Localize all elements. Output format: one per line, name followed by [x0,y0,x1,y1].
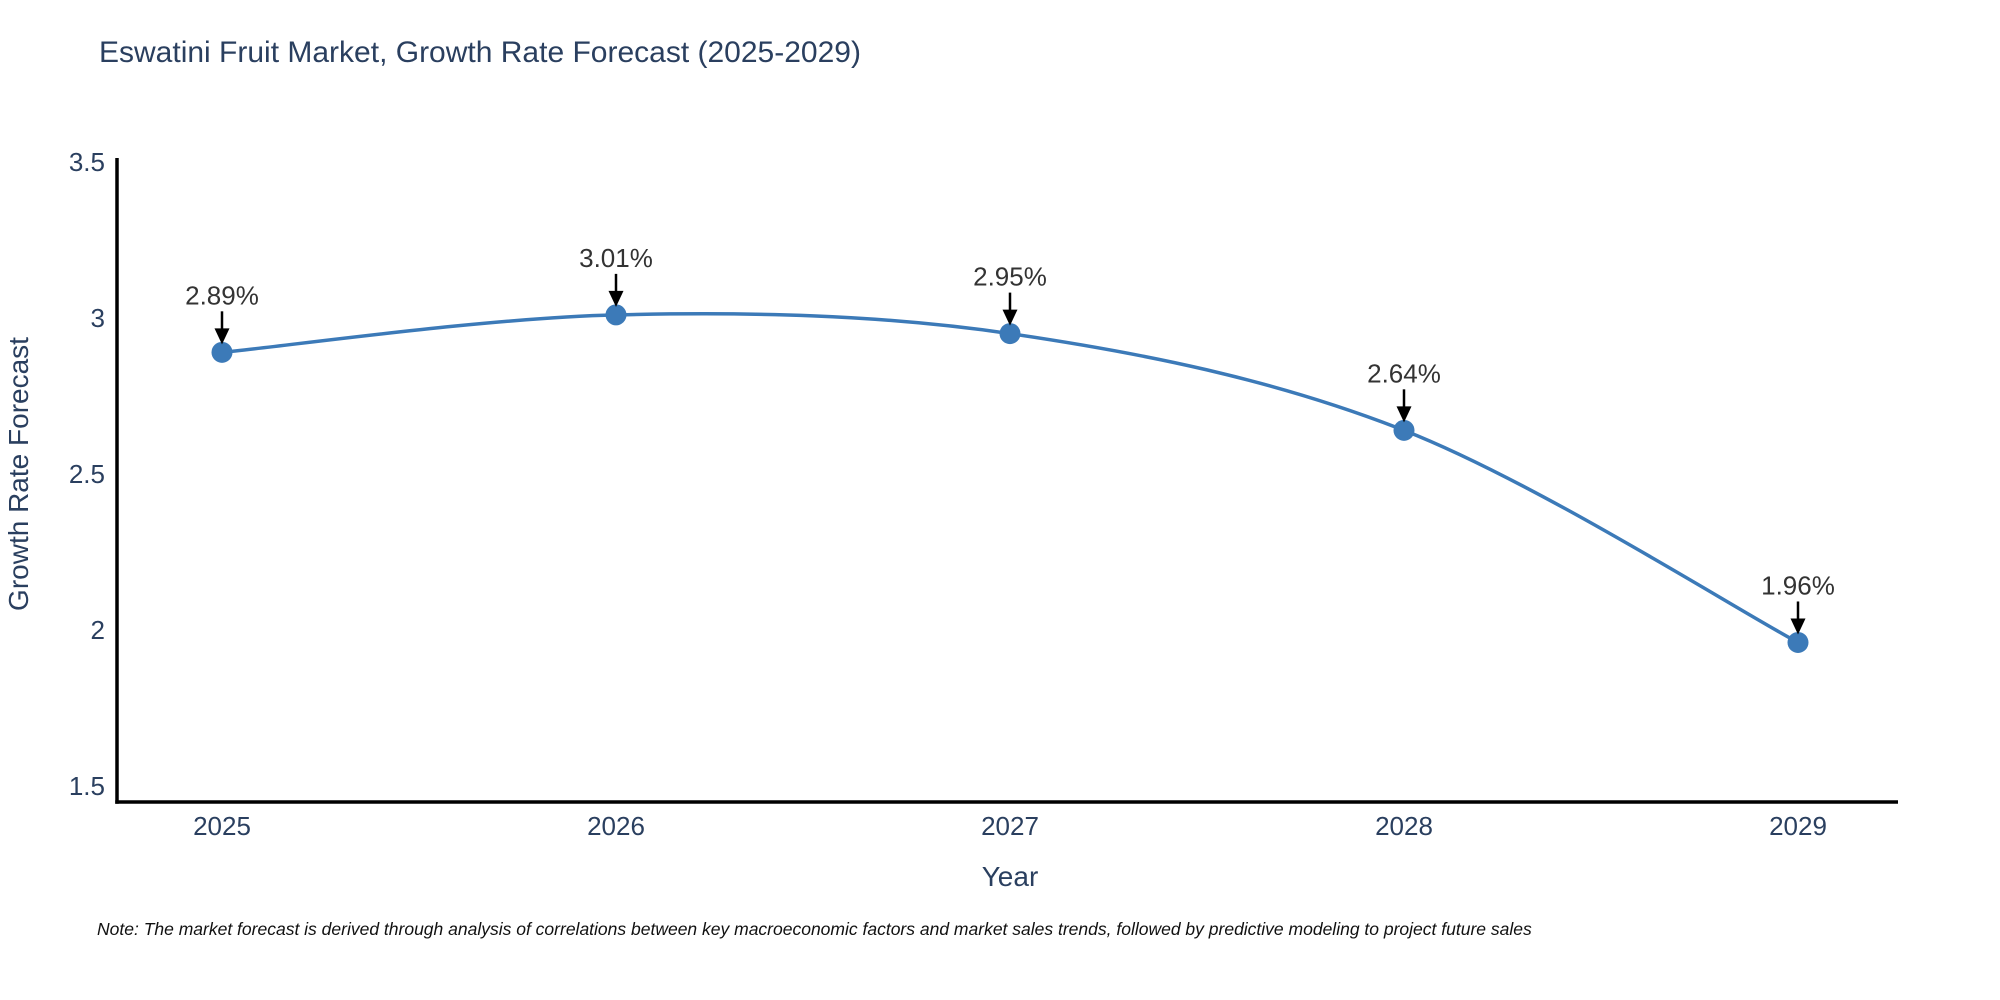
y-axis-title: Growth Rate Forecast [3,337,34,611]
forecast-line [221,312,1799,645]
x-tick-label: 2026 [587,811,645,841]
x-axis-title: Year [982,861,1039,892]
y-tick-label: 3 [91,303,105,333]
annotation-arrowhead-icon [608,290,624,307]
data-point-label: 1.96% [1761,570,1835,600]
data-point-marker[interactable] [999,323,1021,345]
x-tick-label: 2029 [1769,811,1827,841]
x-tick-label: 2028 [1375,811,1433,841]
data-point-marker[interactable] [605,304,627,326]
data-point-label: 3.01% [579,243,653,273]
chart-title: Eswatini Fruit Market, Growth Rate Forec… [99,36,861,69]
annotation-arrowhead-icon [1002,309,1018,326]
data-point-marker[interactable] [1393,419,1415,441]
data-point-label: 2.89% [185,280,259,310]
y-tick-label: 2.5 [69,459,105,489]
x-tick-label: 2025 [193,811,251,841]
y-tick-label: 1.5 [69,771,105,801]
y-tick-label: 2 [91,615,105,645]
data-point-label: 2.64% [1367,358,1441,388]
footnote: Note: The market forecast is derived thr… [97,919,1532,939]
annotation-arrowhead-icon [214,328,230,345]
x-tick-label: 2027 [981,811,1039,841]
data-point-marker[interactable] [211,341,233,363]
annotation-arrowhead-icon [1790,618,1806,635]
data-point-marker[interactable] [1787,631,1809,653]
annotation-arrowhead-icon [1396,406,1412,423]
y-tick-label: 3.5 [69,147,105,177]
data-point-label: 2.95% [973,262,1047,292]
